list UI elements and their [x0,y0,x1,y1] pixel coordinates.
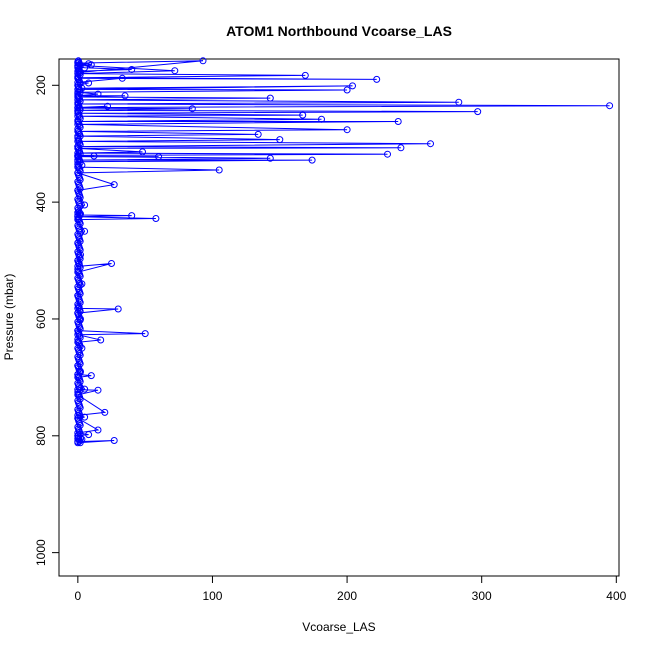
data-point [104,102,111,110]
data-point [215,166,223,174]
data-point [87,372,95,380]
data-point [299,111,307,119]
data-point [141,330,149,338]
data-point [266,154,274,162]
data-point [108,260,115,267]
data-point [85,79,93,87]
data-point [427,140,434,148]
y-tick-label: 800 [34,425,48,445]
plot-frame [58,58,620,577]
data-point [139,148,146,156]
data-point [308,156,316,164]
data-point [85,431,93,439]
series-line [76,60,610,444]
data-point [266,94,274,102]
chart-title: ATOM1 Northbound Vcoarse_LAS [226,23,452,39]
y-tick-label: 1000 [34,539,48,566]
data-point [373,75,381,83]
data-point [74,439,82,447]
data-point [114,305,122,313]
data-point [94,90,102,98]
data-point [81,385,89,393]
y-tick-label: 400 [34,192,48,212]
data-point [384,150,391,158]
data-point [254,130,262,138]
data-point [155,153,163,161]
data-point [199,57,207,65]
series-points [74,57,614,447]
near-zero-points [74,57,84,447]
x-tick-label: 100 [202,589,222,603]
x-tick-label: 0 [75,589,82,603]
x-tick-label: 300 [472,589,492,603]
x-axis: 0 100 200 300 400 [75,575,627,603]
data-point [349,82,356,90]
data-point [110,437,118,444]
data-point [606,102,614,110]
y-axis: 200 400 600 800 1000 [34,75,59,566]
data-point [121,92,129,100]
data-point [455,98,463,106]
data-point [81,64,89,72]
x-tick-label: 200 [337,589,357,603]
x-axis-label: Vcoarse_LAS [302,620,375,634]
data-point [85,60,93,68]
data-point [394,118,402,125]
data-point [474,108,482,116]
y-tick-label: 200 [34,75,48,95]
data-point [343,86,351,94]
data-point [94,426,102,434]
data-point [276,136,284,144]
data-point [188,105,196,113]
data-point [97,336,105,344]
plot-area [74,57,614,447]
data-point [76,439,84,447]
data-point [128,66,136,73]
data-point [343,126,351,134]
data-point [318,115,325,123]
data-point [110,181,118,189]
data-point [90,152,98,160]
data-point [94,386,102,394]
y-axis-label: Pressure (mbar) [2,274,16,361]
x-tick-label: 400 [606,589,626,603]
data-point [397,144,405,152]
data-point [301,71,309,79]
data-point [118,74,126,82]
data-point [128,212,136,220]
y-tick-label: 600 [34,309,48,329]
data-point [171,67,179,75]
data-point [101,408,109,416]
data-point [152,215,160,222]
